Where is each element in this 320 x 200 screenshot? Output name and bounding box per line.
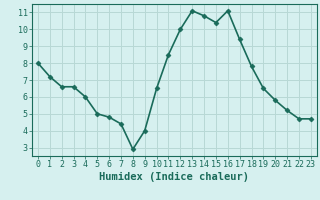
- X-axis label: Humidex (Indice chaleur): Humidex (Indice chaleur): [100, 172, 249, 182]
